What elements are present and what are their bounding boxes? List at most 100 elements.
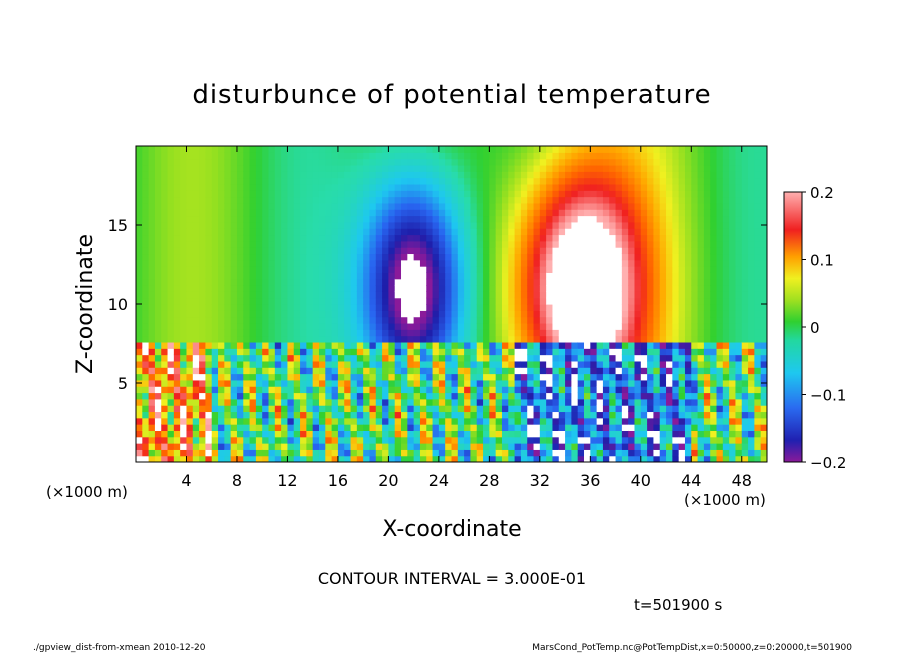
heat-cell	[558, 348, 566, 356]
heat-cell	[199, 297, 207, 305]
heat-cell	[748, 392, 755, 400]
heat-cell	[205, 405, 213, 413]
heat-cell	[262, 367, 270, 375]
heat-cell	[148, 373, 156, 381]
heat-cell	[432, 202, 440, 210]
heat-cell	[754, 316, 762, 324]
heat-cell	[565, 190, 572, 198]
heat-cell	[382, 253, 389, 261]
heat-cell	[306, 177, 314, 185]
heat-cell	[672, 228, 680, 236]
heat-cell	[520, 443, 528, 450]
heat-cell	[293, 348, 301, 356]
heat-cell	[533, 228, 541, 236]
heat-cell	[703, 341, 711, 349]
heat-cell	[142, 152, 150, 160]
heat-cell	[514, 367, 522, 375]
heat-cell	[760, 240, 767, 248]
heat-cell	[476, 266, 484, 273]
heat-cell	[255, 228, 263, 236]
heat-cell	[401, 335, 408, 343]
heat-cell	[142, 449, 150, 457]
heat-cell	[558, 259, 566, 267]
heat-cell	[344, 373, 352, 381]
heat-cell	[136, 310, 143, 318]
heat-cell	[306, 341, 314, 349]
heat-cell	[621, 398, 629, 406]
heat-cell	[722, 146, 730, 153]
heat-cell	[729, 247, 737, 255]
heat-cell	[729, 341, 737, 349]
heat-cell	[501, 430, 509, 438]
heat-cell	[255, 417, 263, 425]
heat-cell	[211, 424, 219, 431]
heat-cell	[533, 278, 541, 286]
heat-cell	[192, 304, 200, 311]
heat-cell	[394, 171, 402, 179]
heat-cell	[344, 417, 352, 425]
heat-cell	[218, 392, 225, 400]
heat-cell	[659, 304, 667, 311]
heat-cell	[173, 278, 181, 286]
heat-cell	[602, 348, 610, 356]
heat-cell	[628, 411, 636, 419]
heat-cell	[735, 158, 743, 166]
heat-cell	[255, 234, 263, 242]
heat-cell	[590, 443, 598, 450]
heat-cell	[199, 348, 207, 356]
heat-cell	[255, 329, 263, 337]
heat-cell	[199, 316, 207, 324]
heat-cell	[577, 158, 585, 166]
heat-cell	[350, 360, 358, 368]
heat-cell	[438, 405, 446, 413]
heat-cell	[710, 234, 718, 242]
heat-cell	[760, 430, 767, 438]
heat-cell	[331, 259, 339, 267]
heat-cell	[199, 386, 207, 394]
heat-cell	[729, 285, 737, 292]
heat-cell	[584, 430, 591, 438]
heat-cell	[432, 424, 440, 431]
heat-cell	[312, 152, 320, 160]
heat-cell	[527, 411, 535, 419]
heat-cell	[565, 152, 572, 160]
heat-cell	[539, 221, 547, 229]
heat-cell	[211, 392, 219, 400]
heat-cell	[489, 152, 497, 160]
heat-cell	[426, 398, 434, 406]
heat-cell	[426, 449, 434, 457]
heat-cell	[495, 209, 503, 217]
heat-cell	[180, 171, 188, 179]
heat-cell	[684, 304, 692, 311]
heat-cell	[489, 190, 497, 198]
heat-cell	[710, 259, 718, 267]
heat-cell	[312, 436, 320, 444]
heat-cell	[192, 266, 200, 273]
heat-cell	[382, 405, 389, 413]
heat-cell	[230, 443, 238, 450]
heat-cell	[527, 379, 535, 387]
heat-cell	[369, 253, 377, 261]
heat-cell	[722, 266, 730, 273]
heat-cell	[205, 177, 213, 185]
heat-cell	[514, 322, 522, 330]
heat-cell	[363, 297, 371, 305]
heat-cell	[281, 424, 289, 431]
heat-cell	[394, 436, 402, 444]
heat-cell	[489, 430, 497, 438]
heat-cell	[401, 405, 408, 413]
heat-cell	[729, 183, 737, 191]
heat-cell	[199, 158, 207, 166]
heat-cell	[634, 253, 642, 261]
heat-cell	[596, 278, 604, 286]
heat-cell	[432, 190, 440, 198]
heat-cell	[684, 196, 692, 204]
heat-cell	[678, 310, 686, 318]
heat-cell	[211, 177, 219, 185]
heat-cell	[703, 146, 711, 153]
heat-cell	[546, 405, 554, 413]
heat-cell	[552, 360, 560, 368]
heat-cell	[205, 367, 213, 375]
heat-cell	[154, 354, 162, 362]
heat-cell	[489, 272, 497, 280]
